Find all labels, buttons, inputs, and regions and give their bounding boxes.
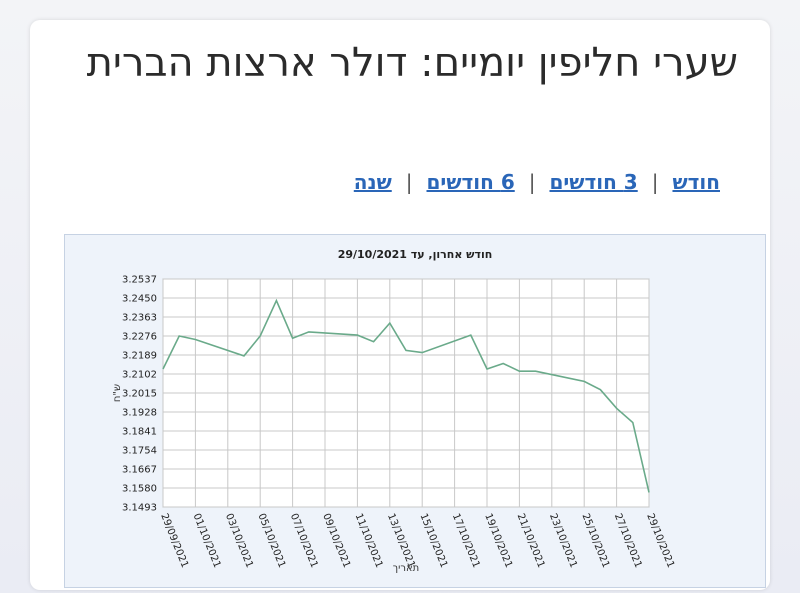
y-tick-label: 3.1493 (122, 503, 157, 514)
y-axis-label: ש"ח (112, 384, 123, 402)
x-tick-label: 15/10/2021 (417, 512, 449, 570)
x-tick-label: 25/10/2021 (579, 512, 611, 570)
period-link-year[interactable]: שנה (353, 170, 392, 194)
y-tick-label: 3.2102 (122, 370, 157, 381)
chart-title: חודש אחרון, עד 29/10/2021 (338, 248, 493, 261)
y-tick-label: 3.2189 (122, 351, 157, 362)
x-tick-label: 03/10/2021 (223, 512, 255, 570)
period-nav: חודש | 3 חודשים | 6 חודשים | שנה (354, 170, 720, 194)
x-axis-ticks: 29/09/2021 01/10/2021 03/10/2021 05/10/2021… (158, 512, 676, 570)
x-tick-label: 07/10/2021 (288, 512, 320, 570)
period-link-3-months[interactable]: 3 חודשים (549, 170, 638, 194)
x-tick-label: 17/10/2021 (450, 512, 482, 570)
y-axis-ticks: 3.1493 3.1580 3.1667 3.1754 3.1841 3.1928 3.20… (122, 275, 157, 514)
y-tick-label: 3.2450 (122, 294, 157, 305)
x-tick-label: 09/10/2021 (320, 512, 352, 570)
chart-frame: חודש אחרון, עד 29/10/2021 3.1493 3.1580 3.… (64, 234, 766, 588)
period-link-6-months[interactable]: 6 חודשים (426, 170, 515, 194)
x-tick-label: 21/10/2021 (515, 512, 547, 570)
y-tick-label: 3.2537 (122, 275, 157, 286)
y-tick-label: 3.1928 (122, 408, 157, 419)
x-tick-label: 13/10/2021 (385, 512, 417, 570)
x-tick-label: 29/09/2021 (158, 512, 190, 570)
y-tick-label: 3.2015 (122, 389, 157, 400)
x-axis-label: תאריך (393, 563, 420, 574)
period-link-month[interactable]: חודש (672, 170, 720, 194)
y-tick-label: 3.1667 (122, 465, 157, 476)
y-tick-label: 3.1841 (122, 427, 157, 438)
x-tick-label: 23/10/2021 (547, 512, 579, 570)
y-tick-label: 3.2276 (122, 332, 157, 343)
x-tick-label: 01/10/2021 (191, 512, 223, 570)
x-tick-label: 19/10/2021 (482, 512, 514, 570)
series-line (162, 298, 650, 493)
x-tick-label: 05/10/2021 (255, 512, 287, 570)
y-tick-label: 3.1580 (122, 484, 157, 495)
x-tick-label: 29/10/2021 (644, 512, 676, 570)
x-tick-label: 27/10/2021 (612, 512, 644, 570)
period-separator: | (528, 170, 536, 194)
rate-chart: חודש אחרון, עד 29/10/2021 3.14933.15803.… (112, 248, 676, 574)
period-separator: | (405, 170, 413, 194)
period-separator: | (651, 170, 659, 194)
x-tick-label: 11/10/2021 (353, 512, 385, 570)
page-title: שערי חליפין יומיים: דולר ארצות הברית (86, 40, 738, 86)
rates-card: שערי חליפין יומיים: דולר ארצות הברית חוד… (30, 20, 770, 590)
y-tick-label: 3.2363 (122, 313, 157, 324)
y-tick-label: 3.1754 (122, 446, 157, 457)
